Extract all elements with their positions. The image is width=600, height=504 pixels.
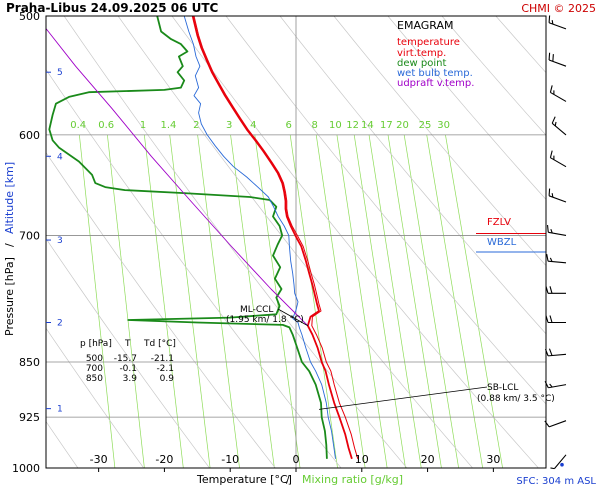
y-tick-label: 850 xyxy=(19,356,40,369)
mixing-ratio-label: 2 xyxy=(193,120,199,131)
x-axis-title-temperature: Temperature [°C] xyxy=(196,473,292,486)
mixing-ratio-label: 8 xyxy=(311,120,317,131)
mixing-ratio-label: 1.4 xyxy=(160,120,176,131)
x-tick-label: -10 xyxy=(221,453,239,466)
mixing-ratio-label: 0.6 xyxy=(98,120,114,131)
x-axis-title-separator: / xyxy=(286,473,290,486)
credit-label: CHMI © 2025 xyxy=(521,2,596,15)
table-header-td: Td [°C] xyxy=(143,339,176,349)
table-cell: -0.1 xyxy=(119,364,137,374)
y-tick-label: 600 xyxy=(19,129,40,142)
chart-title: Praha-Libus 24.09.2025 06 UTC xyxy=(6,1,219,15)
legend-temperature: temperature xyxy=(397,37,460,48)
diagram-label: EMAGRAM xyxy=(397,19,454,32)
sounding-table: p [hPa] T Td [°C] 500 -15.7 -21.1 700 -0… xyxy=(80,339,176,384)
x-tick-label: 0 xyxy=(293,453,300,466)
altitude-tick-label: 3 xyxy=(57,236,63,246)
mixing-ratio-label: 17 xyxy=(380,120,393,131)
wbzl-label: WBZL xyxy=(487,237,517,248)
surface-label: SFC: 304 m ASL xyxy=(516,476,596,487)
x-tick-label: -20 xyxy=(155,453,173,466)
table-header-t: T xyxy=(124,339,131,349)
y-axis-title-altitude: Altitude [km] xyxy=(3,162,16,234)
altitude-tick-label: 1 xyxy=(57,405,63,415)
table-cell: 0.9 xyxy=(160,374,175,384)
y-tick-label: 1000 xyxy=(12,462,40,475)
table-cell: 700 xyxy=(86,364,103,374)
mixing-ratio-label: 10 xyxy=(329,120,342,131)
ml-ccl-values: (1.95 km/ 1.8 °C) xyxy=(226,315,304,325)
mixing-ratio-label: 1 xyxy=(140,120,146,131)
x-tick-label: 20 xyxy=(421,453,435,466)
mixing-ratio-label: 6 xyxy=(286,120,292,131)
mixing-ratio-label: 30 xyxy=(437,120,450,131)
altitude-tick-label: 2 xyxy=(57,318,63,328)
x-tick-label: -30 xyxy=(90,453,108,466)
sb-lcl-label: SB-LCL xyxy=(487,383,518,393)
table-cell: 3.9 xyxy=(123,374,138,384)
x-tick-label: 30 xyxy=(486,453,500,466)
table-cell: -2.1 xyxy=(156,364,174,374)
table-header-p: p [hPa] xyxy=(80,339,112,349)
mixing-ratio-label: 14 xyxy=(361,120,374,131)
table-cell: -21.1 xyxy=(151,354,174,364)
ml-ccl-label: ML-CCL xyxy=(240,305,273,315)
y-axis-title-separator: / xyxy=(3,243,16,247)
legend-updraft: udpraft v.temp. xyxy=(397,78,474,89)
mixing-ratio-label: 12 xyxy=(346,120,359,131)
table-cell: 500 xyxy=(86,354,103,364)
fzlv-label: FZLV xyxy=(487,217,511,228)
sb-lcl-values: (0.88 km/ 3.5 °C) xyxy=(477,394,555,404)
x-tick-label: 10 xyxy=(355,453,369,466)
y-axis-title-pressure: Pressure [hPa] xyxy=(3,257,16,336)
altitude-tick-label: 4 xyxy=(57,152,63,162)
x-axis-title-mixing: Mixing ratio [g/kg] xyxy=(302,473,403,486)
table-cell: 850 xyxy=(86,374,103,384)
surface-marker xyxy=(560,463,564,467)
y-tick-label: 700 xyxy=(19,229,40,242)
mixing-ratio-label: 4 xyxy=(250,120,256,131)
table-cell: -15.7 xyxy=(114,354,137,364)
mixing-ratio-label: 20 xyxy=(396,120,409,131)
altitude-tick-label: 5 xyxy=(57,68,63,78)
mixing-ratio-label: 25 xyxy=(419,120,432,131)
mixing-ratio-label: 0.4 xyxy=(70,120,86,131)
y-tick-label: 925 xyxy=(19,411,40,424)
mixing-ratio-label: 3 xyxy=(226,120,232,131)
